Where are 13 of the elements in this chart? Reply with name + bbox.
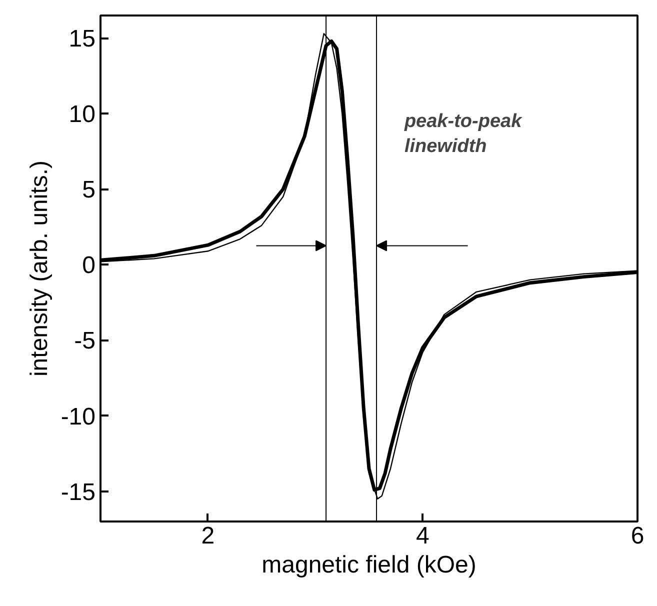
x-tick-label: 4: [416, 522, 430, 550]
annotation: peak-to-peak linewidth: [403, 110, 524, 158]
x-tick-label: 2: [201, 522, 215, 550]
x-axis-title: magnetic field (kOe): [262, 552, 476, 578]
x-tick-label: 6: [630, 522, 644, 550]
y-tick-label: -10: [60, 403, 96, 430]
y-tick-label: 15: [68, 26, 96, 53]
y-tick-label: 10: [68, 101, 96, 128]
y-tick-label: -15: [60, 478, 96, 506]
y-tick-label: 0: [82, 252, 96, 280]
y-tick-label: 5: [82, 176, 96, 204]
y-axis-title: intensity (arb. units.): [26, 160, 53, 377]
y-tick-label: -5: [74, 328, 96, 355]
